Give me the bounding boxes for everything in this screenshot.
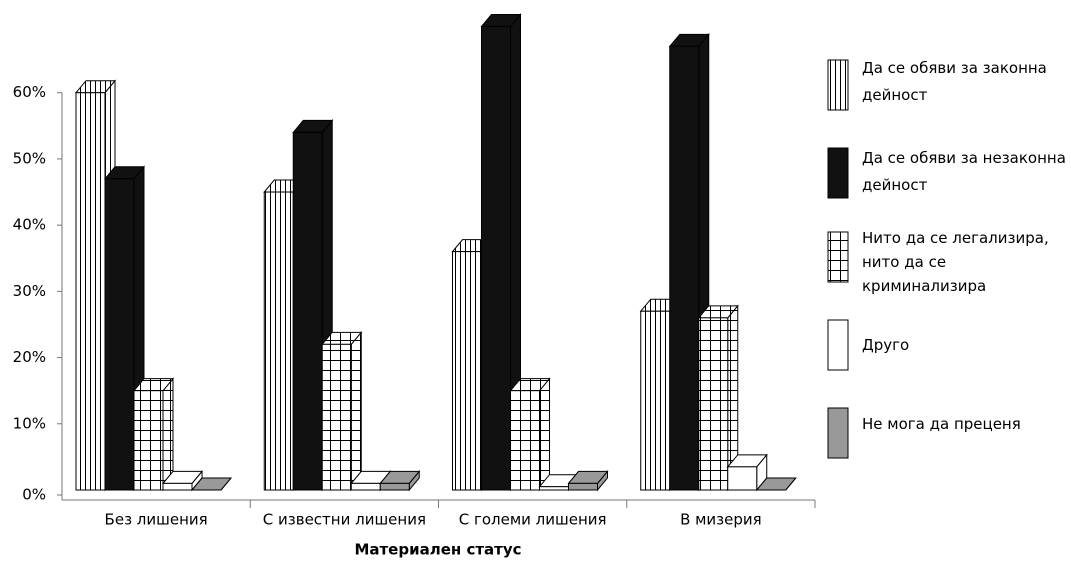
bar-front — [510, 390, 540, 491]
bar-front — [452, 251, 482, 491]
bar — [697, 304, 739, 492]
bar-side — [539, 377, 550, 492]
bar-front — [698, 317, 729, 491]
legend-swatch — [827, 59, 849, 111]
legend-swatch — [827, 147, 849, 199]
legend-swatch — [827, 231, 849, 283]
bar-side — [350, 330, 362, 492]
x-tick-label: Без лишения — [105, 511, 208, 529]
bar-top — [190, 477, 233, 491]
x-axis-title: Материален статус — [354, 541, 521, 559]
bar-front — [350, 482, 381, 491]
bar — [321, 330, 363, 492]
bar — [480, 13, 522, 492]
y-tick-label: 20% — [13, 348, 46, 366]
legend-label: Не мога да преценя — [862, 415, 1021, 433]
bar — [161, 469, 204, 492]
legend-label: Друго — [862, 336, 910, 354]
x-tick-label: С големи лишения — [459, 511, 607, 529]
bar-front — [640, 310, 671, 491]
bar — [132, 377, 175, 492]
bar-front — [133, 390, 164, 491]
bar — [103, 165, 146, 492]
legend-swatch — [827, 407, 849, 459]
y-tick-label: 50% — [13, 149, 46, 167]
bar-front — [669, 45, 700, 491]
bar-front — [321, 343, 352, 491]
y-tick-label: 30% — [13, 282, 46, 300]
bar — [190, 477, 233, 491]
bar-front — [727, 466, 758, 491]
bar-top — [755, 477, 797, 491]
bar — [755, 477, 797, 491]
legend-label: Да се обяви за законна дейност — [862, 59, 1047, 104]
bar-front — [568, 482, 598, 491]
bar — [567, 469, 609, 492]
bar — [668, 32, 710, 492]
y-tick-label: 10% — [13, 414, 46, 432]
bar — [379, 469, 421, 492]
bar-front — [263, 191, 294, 491]
bar-front — [162, 482, 193, 491]
bar-front — [104, 178, 135, 491]
bar-front — [539, 486, 569, 491]
x-tick-label: С известни лишения — [263, 511, 426, 529]
bar-front — [379, 482, 410, 491]
y-tick-label: 40% — [13, 216, 46, 234]
bar-front — [75, 92, 106, 491]
legend-label: Нито да се легализира, нито да се кримин… — [862, 229, 1049, 295]
x-tick-label: В мизерия — [680, 511, 762, 529]
y-tick-label: 0% — [22, 486, 46, 504]
bar-front — [292, 131, 323, 491]
y-tick-label: 60% — [13, 83, 46, 101]
bar-front — [481, 25, 511, 491]
legend-swatch — [827, 319, 849, 371]
bar — [509, 377, 551, 492]
legend-label: Да се обяви за незаконна дейност — [862, 149, 1066, 194]
